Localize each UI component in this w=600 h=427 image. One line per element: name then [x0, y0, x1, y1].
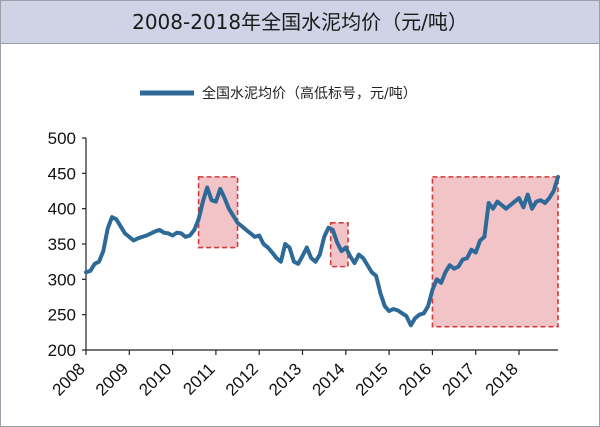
- x-tick-label: 2015: [352, 359, 392, 399]
- x-tick-label: 2014: [308, 359, 348, 399]
- chart-title: 2008-2018年全国水泥均价（元/吨）: [132, 10, 468, 34]
- x-tick-label: 2010: [135, 359, 175, 399]
- x-tick-label: 2016: [395, 359, 435, 399]
- x-tick-label: 2009: [92, 359, 132, 399]
- title-bar: 2008-2018年全国水泥均价（元/吨）: [1, 1, 599, 44]
- y-tick-label: 300: [48, 270, 76, 289]
- y-tick-label: 400: [48, 200, 76, 219]
- x-tick-label: 2018: [482, 359, 522, 399]
- y-tick-label: 500: [48, 129, 76, 148]
- x-tick-label: 2017: [438, 359, 478, 399]
- x-tick-label: 2008: [49, 359, 89, 399]
- series-line-1: [84, 174, 560, 328]
- x-tick-label: 2013: [265, 359, 305, 399]
- y-tick-label: 350: [48, 235, 76, 254]
- y-tick-label: 200: [48, 341, 76, 360]
- y-tick-label: 250: [48, 306, 76, 325]
- x-tick-label: 2011: [179, 359, 218, 398]
- legend-label: 全国水泥均价（高低标号，元/吨）: [202, 85, 417, 102]
- x-tick-label: 2012: [222, 359, 262, 399]
- y-tick-label: 450: [48, 164, 76, 183]
